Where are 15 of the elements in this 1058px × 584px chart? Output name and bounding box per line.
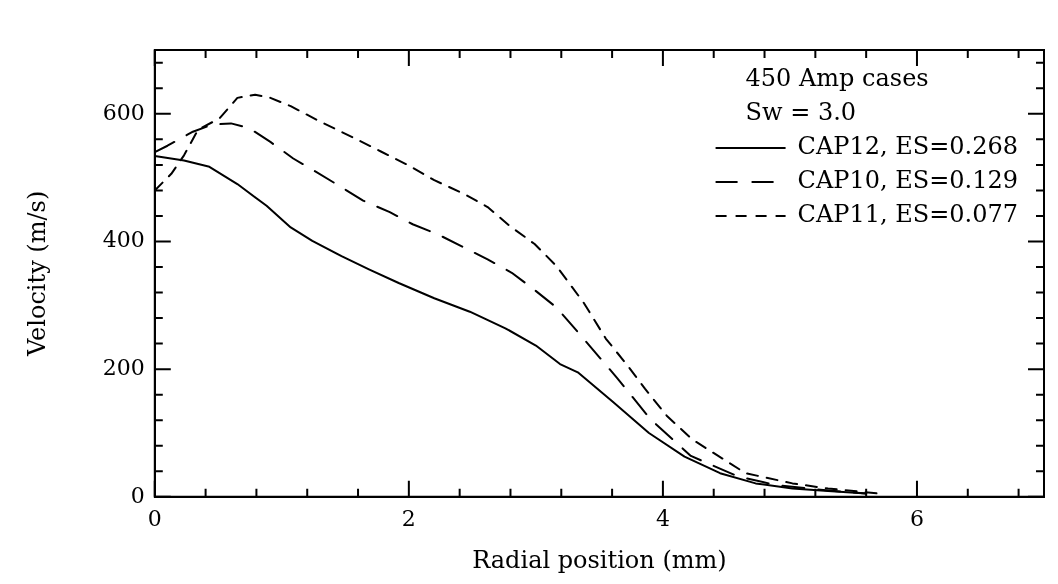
y-tick-label: 200 bbox=[102, 354, 145, 380]
x-tick-label: 6 bbox=[909, 505, 924, 531]
legend-label: CAP10, ES=0.129 bbox=[797, 166, 1018, 195]
x-tick-label: 2 bbox=[401, 505, 416, 531]
y-tick-label: 400 bbox=[102, 227, 145, 253]
legend-title: 450 Amp cases bbox=[745, 64, 929, 93]
legend-label: CAP12, ES=0.268 bbox=[797, 132, 1018, 161]
x-tick-label: 4 bbox=[655, 505, 670, 531]
annotation: Sw = 3.0 bbox=[745, 98, 857, 127]
y-tick-label: 600 bbox=[102, 99, 145, 125]
x-axis-title: Radial position (mm) bbox=[472, 545, 727, 574]
x-tick-label: 0 bbox=[147, 505, 162, 531]
y-tick-label: 0 bbox=[130, 482, 145, 508]
legend-label: CAP11, ES=0.077 bbox=[797, 200, 1018, 229]
y-axis-title: Velocity (m/s) bbox=[22, 190, 51, 358]
